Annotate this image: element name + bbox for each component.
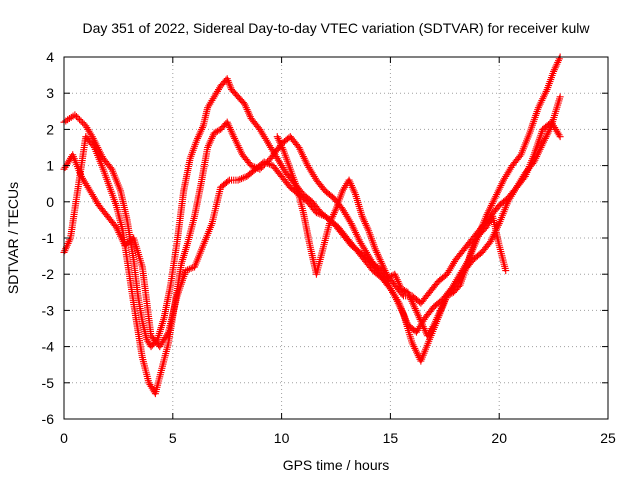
data-point [72, 112, 80, 120]
data-point [107, 164, 115, 172]
y-tick-label: 3 [46, 85, 54, 101]
data-point [239, 174, 247, 182]
y-tick-label: 2 [46, 121, 54, 137]
chart-title: Day 351 of 2022, Sidereal Day-to-day VTE… [82, 20, 590, 36]
x-tick-labels: 0 5 10 15 20 25 [60, 430, 616, 446]
data-point [89, 142, 97, 150]
y-tick-label: -4 [42, 339, 55, 355]
data-point [502, 267, 510, 275]
x-tick-label: 15 [383, 430, 399, 446]
data-point [265, 160, 273, 168]
data-point [260, 158, 268, 166]
x-tick-label: 5 [169, 430, 177, 446]
data-point [516, 152, 524, 160]
y-tick-label: 4 [46, 49, 54, 65]
data-point [187, 264, 195, 272]
data-point [71, 111, 79, 119]
data-point [185, 265, 193, 273]
data-point [74, 114, 82, 122]
data-point [76, 116, 84, 124]
data-point [520, 174, 528, 182]
data-point [224, 177, 232, 185]
data-point [234, 176, 242, 184]
data-points [60, 53, 564, 398]
data-point [184, 266, 192, 274]
data-point [264, 159, 272, 167]
y-tick-label: -6 [42, 411, 55, 427]
y-tick-label: -2 [42, 266, 55, 282]
y-axis-label: SDTVAR / TECUs [5, 182, 21, 294]
series-track-d [273, 133, 510, 340]
x-axis-label: GPS time / hours [283, 457, 390, 473]
y-tick-label: -1 [42, 230, 55, 246]
data-point [314, 209, 322, 217]
y-tick-label: -3 [42, 302, 55, 318]
data-point [316, 210, 324, 218]
x-tick-label: 20 [491, 430, 507, 446]
axis-ticks [63, 56, 609, 420]
x-tick-label: 10 [274, 430, 290, 446]
x-tick-label: 0 [60, 430, 68, 446]
data-point [318, 211, 326, 219]
y-tick-labels: 4 3 2 1 0 -1 -2 -3 -4 -5 -6 [42, 49, 55, 427]
data-point [262, 159, 270, 167]
data-point [236, 175, 244, 183]
data-point [238, 175, 246, 183]
data-point [77, 117, 85, 125]
data-point [79, 119, 87, 127]
data-point [398, 290, 406, 298]
y-tick-label: 1 [46, 158, 54, 174]
data-point [556, 133, 564, 141]
data-point [182, 267, 190, 275]
data-point [556, 93, 564, 101]
y-tick-label: 0 [46, 194, 54, 210]
data-point [312, 209, 320, 217]
data-point [247, 162, 255, 170]
series-track-a [60, 53, 564, 351]
x-tick-label: 25 [600, 430, 616, 446]
y-tick-label: -5 [42, 375, 55, 391]
